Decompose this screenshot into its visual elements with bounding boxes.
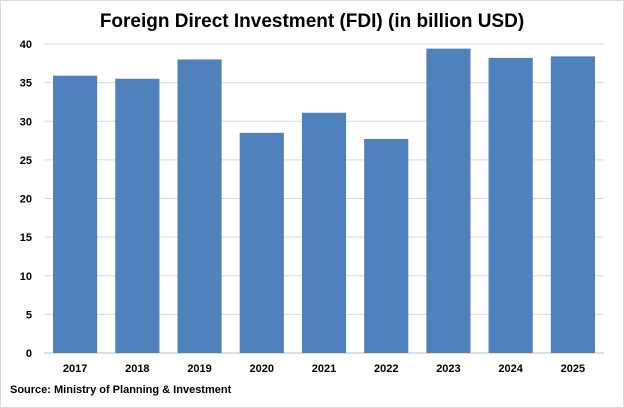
- x-tick-label-2023: 2023: [436, 363, 460, 375]
- y-tick-label: 40: [20, 39, 32, 51]
- bar-2023: [426, 48, 471, 353]
- y-tick-label: 5: [26, 309, 32, 321]
- bars: [53, 48, 595, 354]
- bar-2021: [301, 112, 347, 353]
- y-tick-label: 35: [20, 78, 32, 90]
- x-tick-label-2022: 2022: [374, 363, 398, 375]
- source-note: Source: Ministry of Planning & Investmen…: [10, 384, 232, 396]
- bar-2022: [364, 139, 409, 353]
- bar-2018: [115, 78, 160, 353]
- y-tick-label: 10: [20, 271, 32, 283]
- y-tick-label: 20: [20, 194, 32, 206]
- y-tick-label: 25: [20, 155, 32, 167]
- bar-2025: [550, 56, 595, 354]
- y-axis-ticks: 0 5 10 15 20 25 30 35 40: [20, 39, 32, 360]
- y-tick-label: 30: [20, 116, 32, 128]
- x-tick-label-2018: 2018: [125, 363, 149, 375]
- chart-title: Foreign Direct Investment (FDI) (in bill…: [100, 11, 524, 32]
- x-tick-label-2019: 2019: [187, 363, 211, 375]
- x-tick-label-2025: 2025: [561, 363, 585, 375]
- bar-2024: [488, 57, 533, 353]
- bar-2019: [177, 59, 222, 353]
- x-tick-label-2021: 2021: [312, 363, 336, 375]
- x-axis-ticks: 2017 2018 2019 2020 2021 2022 2023 2024 2025: [63, 363, 585, 375]
- x-tick-label-2017: 2017: [63, 363, 87, 375]
- x-tick-label-2024: 2024: [498, 363, 523, 375]
- y-tick-label: 15: [20, 232, 32, 244]
- x-tick-label-2020: 2020: [250, 363, 274, 375]
- bar-2017: [53, 75, 98, 354]
- y-tick-label: 0: [26, 348, 32, 360]
- bar-2020: [239, 132, 284, 353]
